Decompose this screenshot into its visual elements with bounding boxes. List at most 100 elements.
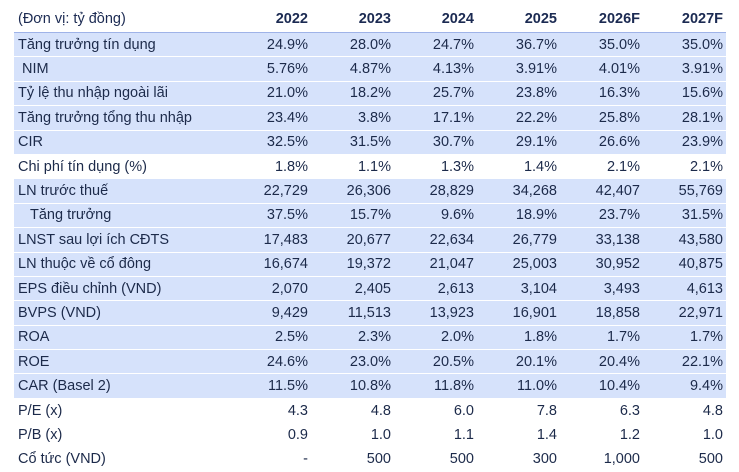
table-cell: 20.1% — [477, 349, 560, 375]
table-cell: 10.4% — [560, 373, 643, 399]
table-cell: 17,483 — [228, 227, 311, 253]
table-cell: 22.1% — [643, 349, 726, 375]
table-cell: 55,769 — [643, 178, 726, 204]
table-cell: 300 — [477, 447, 560, 472]
table-cell: 2,613 — [394, 276, 477, 302]
table-cell: 1.1% — [311, 154, 394, 180]
table-row: CIR 32.5% 31.5% 30.7% 29.1% 26.6% 23.9% — [14, 130, 726, 155]
table-cell: 1.2 — [560, 422, 643, 448]
table-cell: 26.6% — [560, 130, 643, 155]
row-label: Tăng trưởng — [14, 203, 228, 229]
table-cell: 3,493 — [560, 276, 643, 302]
table-cell: 7.8 — [477, 398, 560, 424]
table-cell: 1.7% — [560, 325, 643, 351]
table-cell: 17.1% — [394, 105, 477, 131]
table-cell: 28.1% — [643, 105, 726, 131]
table-cell: 22,971 — [643, 300, 726, 326]
row-label: Tăng trưởng tín dụng — [14, 32, 228, 58]
table-row: Tăng trưởng tín dụng 24.9% 28.0% 24.7% 36.7%… — [14, 32, 726, 58]
table-cell: 34,268 — [477, 178, 560, 204]
table-cell: 26,779 — [477, 227, 560, 253]
table-cell: 3.91% — [643, 56, 726, 82]
table-cell: 16.3% — [560, 81, 643, 107]
table-row: LN trước thuế 22,729 26,306 28,829 34,268 42,… — [14, 178, 726, 204]
table-cell: 30,952 — [560, 252, 643, 277]
table-row: Tỷ lệ thu nhập ngoài lãi 21.0% 18.2% 25.7% 2… — [14, 81, 726, 107]
table-cell: 11,513 — [311, 300, 394, 326]
unit-label: (Đơn vị: tỷ đồng) — [14, 6, 228, 33]
table-cell: 9.6% — [394, 203, 477, 229]
table-cell: 4.8 — [311, 398, 394, 424]
table-cell: 28.0% — [311, 32, 394, 58]
table-cell: 1.8% — [477, 325, 560, 351]
year-header: 2023 — [311, 6, 394, 33]
table-cell: 1.3% — [394, 154, 477, 180]
table-cell: 36.7% — [477, 32, 560, 58]
row-label: ROA — [14, 325, 228, 351]
year-header: 2025 — [477, 6, 560, 33]
table-row: LNST sau lợi ích CĐTS 17,483 20,677 22,634 2… — [14, 227, 726, 253]
table-cell: 1.7% — [643, 325, 726, 351]
table-row: Chi phí tín dụng (%) 1.8% 1.1% 1.3% 1.4% 2.1%… — [14, 154, 726, 180]
table-cell: 28,829 — [394, 178, 477, 204]
table-header: (Đơn vị: tỷ đồng) 2022 2023 2024 2025 20… — [14, 6, 726, 33]
table-cell: 2,070 — [228, 276, 311, 302]
table-cell: 4,613 — [643, 276, 726, 302]
table-cell: 23.7% — [560, 203, 643, 229]
table-cell: 21,047 — [394, 252, 477, 277]
table-row: ROE 24.6% 23.0% 20.5% 20.1% 20.4% 22.1% — [14, 349, 726, 375]
table-cell: 2.1% — [643, 154, 726, 180]
table-cell: 22,729 — [228, 178, 311, 204]
table-cell: 4.3 — [228, 398, 311, 424]
table-cell: - — [228, 447, 311, 472]
year-header: 2024 — [394, 6, 477, 33]
table-cell: 15.6% — [643, 81, 726, 107]
table-cell: 37.5% — [228, 203, 311, 229]
table-cell: 29.1% — [477, 130, 560, 155]
table-cell: 23.4% — [228, 105, 311, 131]
table-cell: 4.13% — [394, 56, 477, 82]
table-cell: 3.8% — [311, 105, 394, 131]
table-cell: 25,003 — [477, 252, 560, 277]
table-row: EPS điều chỉnh (VND) 2,070 2,405 2,613 3,104… — [14, 276, 726, 302]
table-cell: 15.7% — [311, 203, 394, 229]
table-cell: 16,901 — [477, 300, 560, 326]
row-label: P/B (x) — [14, 422, 228, 448]
row-label: CIR — [14, 130, 228, 155]
table-cell: 9,429 — [228, 300, 311, 326]
table-cell: 500 — [643, 447, 726, 472]
table-cell: 1.4 — [477, 422, 560, 448]
table-cell: 20.5% — [394, 349, 477, 375]
table-cell: 22.2% — [477, 105, 560, 131]
table-cell: 1,000 — [560, 447, 643, 472]
table-cell: 500 — [394, 447, 477, 472]
table-cell: 6.3 — [560, 398, 643, 424]
table-cell: 31.5% — [643, 203, 726, 229]
table-cell: 4.8 — [643, 398, 726, 424]
table-cell: 3,104 — [477, 276, 560, 302]
row-label: LN thuộc về cổ đông — [14, 252, 228, 277]
table-row: CAR (Basel 2) 11.5% 10.8% 11.8% 11.0% 10.4% 9.… — [14, 373, 726, 399]
table-cell: 32.5% — [228, 130, 311, 155]
year-header: 2022 — [228, 6, 311, 33]
table-cell: 9.4% — [643, 373, 726, 399]
table-cell: 16,674 — [228, 252, 311, 277]
table-cell: 2.3% — [311, 325, 394, 351]
row-label: Tăng trưởng tổng thu nhập — [14, 105, 228, 131]
row-label: Tỷ lệ thu nhập ngoài lãi — [14, 81, 228, 107]
year-header: 2027F — [643, 6, 726, 33]
table-cell: 2.0% — [394, 325, 477, 351]
table-cell: 24.6% — [228, 349, 311, 375]
table-row: LN thuộc về cổ đông 16,674 19,372 21,047 25,… — [14, 252, 726, 277]
table-cell: 1.0 — [311, 422, 394, 448]
row-label: Chi phí tín dụng (%) — [14, 154, 228, 180]
table-cell: 25.7% — [394, 81, 477, 107]
row-label: P/E (x) — [14, 398, 228, 424]
table-cell: 23.0% — [311, 349, 394, 375]
table-cell: 23.8% — [477, 81, 560, 107]
table-cell: 4.01% — [560, 56, 643, 82]
table-cell: 22,634 — [394, 227, 477, 253]
table-cell: 26,306 — [311, 178, 394, 204]
table-row: Cổ tức (VND) -500 500 300 1,000 500 — [14, 447, 726, 472]
table-cell: 25.8% — [560, 105, 643, 131]
